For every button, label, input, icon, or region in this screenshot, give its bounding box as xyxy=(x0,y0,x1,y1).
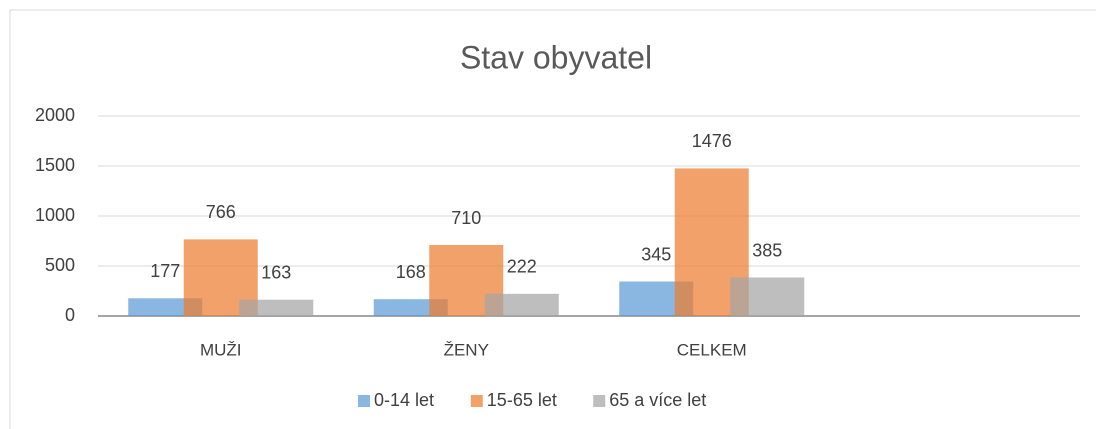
legend-label: 15-65 let xyxy=(487,390,557,410)
legend-swatch xyxy=(470,395,483,407)
data-label: 766 xyxy=(206,202,236,222)
x-tick-label: MUŽI xyxy=(200,340,242,359)
x-tick-label: CELKEM xyxy=(677,340,747,359)
x-tick-label: ŽENY xyxy=(444,340,489,359)
bar xyxy=(484,293,559,316)
data-label: 345 xyxy=(641,244,671,264)
data-label: 222 xyxy=(507,257,537,277)
data-label: 1476 xyxy=(692,131,732,151)
data-label: 163 xyxy=(261,262,291,282)
y-tick-label: 1500 xyxy=(35,155,75,175)
data-label: 177 xyxy=(150,261,180,281)
y-tick-label: 0 xyxy=(65,305,75,325)
data-label: 168 xyxy=(396,262,426,282)
y-tick-label: 2000 xyxy=(35,105,75,125)
data-label: 710 xyxy=(451,208,481,228)
y-tick-label: 500 xyxy=(45,255,75,275)
legend-label: 0-14 let xyxy=(374,390,434,410)
y-tick-label: 1000 xyxy=(35,205,75,225)
bar xyxy=(239,299,314,316)
chart-title: Stav obyvatel xyxy=(460,39,652,75)
legend-swatch xyxy=(358,395,370,407)
bar xyxy=(730,277,805,316)
data-label: 385 xyxy=(752,240,782,260)
legend-swatch xyxy=(593,395,606,407)
legend-label: 65 a více let xyxy=(609,390,706,410)
